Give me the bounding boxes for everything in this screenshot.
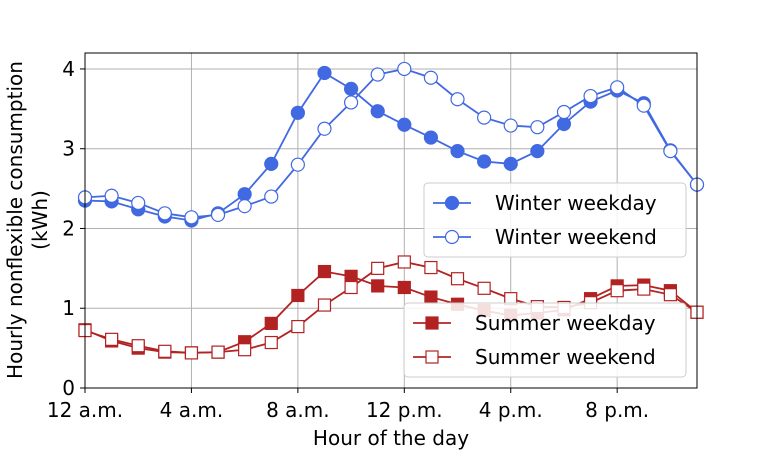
data-point-summer-weekend xyxy=(344,280,358,295)
data-point-winter-weekend xyxy=(317,121,332,136)
data-point-winter-weekend xyxy=(343,95,359,110)
data-point-summer-weekend xyxy=(131,339,145,353)
data-point-summer-weekend xyxy=(424,260,438,275)
x-tick-label: 8 p.m. xyxy=(585,398,649,422)
x-tick-label: 8 a.m. xyxy=(266,398,330,422)
legend-marker xyxy=(425,316,439,330)
axis-ticks: 12 a.m. 4 a.m. 8 a.m. 12 p.m. 4 p.m. 8 p.m. 0 1… xyxy=(47,57,649,422)
data-point-summer-weekend xyxy=(610,284,624,298)
data-point-summer-weekend xyxy=(371,261,385,275)
legend-marker xyxy=(444,195,460,211)
legend-label: Summer weekday xyxy=(475,311,656,335)
plot-frame xyxy=(84,52,698,389)
data-point-summer-weekend xyxy=(105,332,119,346)
data-point-summer-weekend xyxy=(211,345,225,359)
data-point-winter-weekday xyxy=(503,156,518,171)
data-point-summer-weekend xyxy=(158,344,172,358)
data-point-winter-weekend xyxy=(423,70,439,85)
data-point-winter-weekend xyxy=(131,195,146,211)
data-point-winter-weekend xyxy=(663,144,678,159)
legend-label: Winter weekend xyxy=(495,225,657,249)
x-tick-label: 12 p.m. xyxy=(366,398,443,422)
data-point-winter-weekend xyxy=(104,188,119,203)
data-point-summer-weekend xyxy=(291,319,305,334)
data-point-winter-weekday xyxy=(530,144,545,159)
data-point-winter-weekday xyxy=(556,116,572,132)
data-point-winter-weekend xyxy=(264,189,279,204)
data-point-winter-weekday xyxy=(450,144,465,159)
series-winter-weekend xyxy=(77,61,705,225)
data-point-winter-weekend xyxy=(556,104,572,120)
y-tick-label: 4 xyxy=(62,57,75,81)
data-point-winter-weekday xyxy=(397,117,412,132)
data-point-summer-weekend xyxy=(637,282,651,296)
x-axis-title: Hour of the day xyxy=(313,426,469,450)
data-point-winter-weekend xyxy=(477,110,492,125)
data-point-summer-weekend xyxy=(264,335,278,350)
data-point-winter-weekday xyxy=(290,105,305,120)
data-point-summer-weekday xyxy=(397,280,411,295)
data-point-winter-weekend xyxy=(583,88,598,104)
data-point-winter-weekend xyxy=(210,207,226,223)
data-point-winter-weekend xyxy=(157,206,172,221)
data-point-winter-weekend xyxy=(237,199,252,214)
data-point-summer-weekend xyxy=(477,281,491,295)
data-point-summer-weekday xyxy=(317,264,332,279)
x-tick-label: 4 a.m. xyxy=(160,398,224,422)
y-tick-label: 1 xyxy=(62,296,75,320)
data-point-winter-weekend xyxy=(530,120,545,135)
y-axis-title-line1: Hourly nonflexible consumption xyxy=(3,61,27,379)
legend-box xyxy=(423,182,687,258)
data-point-summer-weekend xyxy=(317,298,332,312)
x-tick-label: 4 p.m. xyxy=(479,398,543,422)
data-point-winter-weekday xyxy=(370,104,385,119)
y-tick-label: 2 xyxy=(62,216,75,240)
data-point-summer-weekend xyxy=(238,343,252,357)
data-point-summer-weekend xyxy=(663,288,677,302)
data-point-summer-weekday xyxy=(371,279,385,293)
data-point-summer-weekday xyxy=(344,269,358,283)
data-point-summer-weekday xyxy=(424,290,438,304)
data-point-winter-weekday xyxy=(423,130,439,145)
data-point-winter-weekday xyxy=(264,156,279,171)
data-point-winter-weekday xyxy=(477,154,492,169)
data-point-summer-weekend xyxy=(450,272,465,286)
data-point-winter-weekend xyxy=(184,210,199,225)
data-point-winter-weekday xyxy=(343,81,359,96)
legend-box xyxy=(403,302,687,378)
legend-summer: Summer weekday Summer weekend xyxy=(403,302,687,378)
data-point-winter-weekend xyxy=(450,92,465,107)
data-point-winter-weekend xyxy=(290,157,305,172)
legend-marker xyxy=(425,350,439,364)
x-tick-label: 12 a.m. xyxy=(47,398,123,422)
data-point-summer-weekend xyxy=(184,346,199,360)
y-axis-title-line2: (kWh) xyxy=(28,190,52,250)
y-tick-label: 3 xyxy=(62,137,75,161)
data-point-winter-weekend xyxy=(397,61,412,77)
legend-winter: Winter weekday Winter weekend xyxy=(423,182,687,258)
data-point-winter-weekday xyxy=(317,65,332,81)
data-point-summer-weekend xyxy=(397,255,411,269)
data-point-winter-weekend xyxy=(636,98,651,113)
legend-label: Winter weekday xyxy=(495,191,657,215)
data-point-winter-weekend xyxy=(503,118,518,133)
y-tick-label: 0 xyxy=(62,376,75,400)
data-point-summer-weekday xyxy=(291,288,305,303)
legend-marker xyxy=(444,229,460,245)
data-point-summer-weekday xyxy=(264,316,278,330)
legend-label: Summer weekend xyxy=(475,345,656,369)
data-point-winter-weekend xyxy=(370,67,385,82)
series-layer xyxy=(77,61,705,360)
data-point-winter-weekday xyxy=(237,187,252,202)
data-point-winter-weekend xyxy=(610,80,625,95)
